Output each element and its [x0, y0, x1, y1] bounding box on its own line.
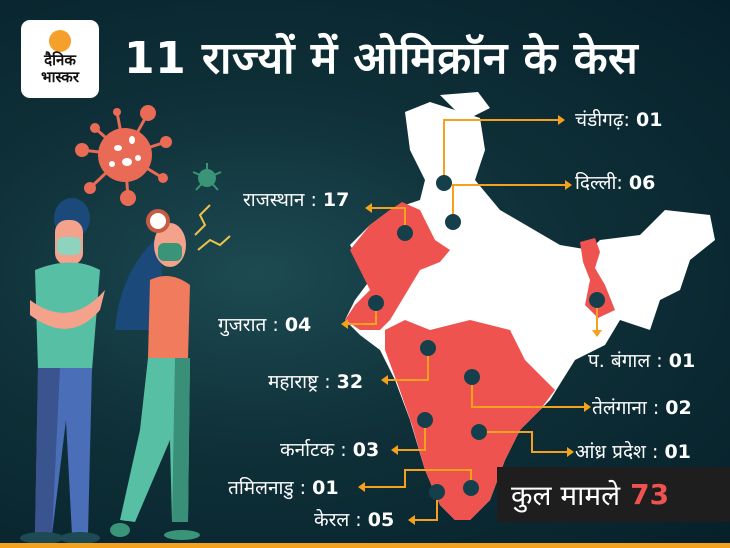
label-telangana: तेलंगाना : 02 — [592, 397, 692, 419]
page-title: 11 राज्यों में ओमिक्रॉन के केस — [124, 33, 639, 84]
label-karnataka: कर्नाटक : 03 — [280, 439, 380, 461]
bottom-accent-bar — [0, 543, 730, 548]
dainik-bhaskar-logo: दैनिक भास्कर — [21, 20, 99, 98]
state-markers — [368, 175, 605, 500]
label-gujarat: गुजरात : 04 — [218, 314, 312, 336]
logo-line-2: भास्कर — [41, 68, 79, 86]
label-maharashtra: महाराष्ट्र : 32 — [268, 371, 364, 393]
leader-lines — [348, 119, 598, 521]
label-kerala: केरल : 05 — [314, 509, 395, 531]
label-rajasthan: राजस्थान : 17 — [243, 189, 350, 211]
total-cases-box: कुल मामले 73 — [497, 467, 730, 522]
total-label: कुल मामले — [511, 478, 621, 512]
woman-illustration — [110, 204, 231, 540]
label-andhra-pradesh: आंध्र प्रदेश : 01 — [575, 441, 691, 463]
virus-icon — [75, 105, 172, 206]
label-delhi: दिल्ली: 06 — [575, 172, 656, 194]
sun-icon — [49, 30, 71, 52]
label-west-bengal: प. बंगाल : 01 — [588, 350, 696, 372]
total-value: 73 — [630, 478, 670, 511]
leader-arrowheads — [341, 115, 602, 525]
label-tamil-nadu: तमिलनाडु : 01 — [228, 477, 339, 499]
label-chandigarh: चंडीगढ़: 01 — [575, 109, 663, 131]
man-illustration — [20, 198, 105, 544]
logo-line-1: दैनिक — [44, 51, 76, 69]
small-virus-icon — [192, 163, 222, 191]
